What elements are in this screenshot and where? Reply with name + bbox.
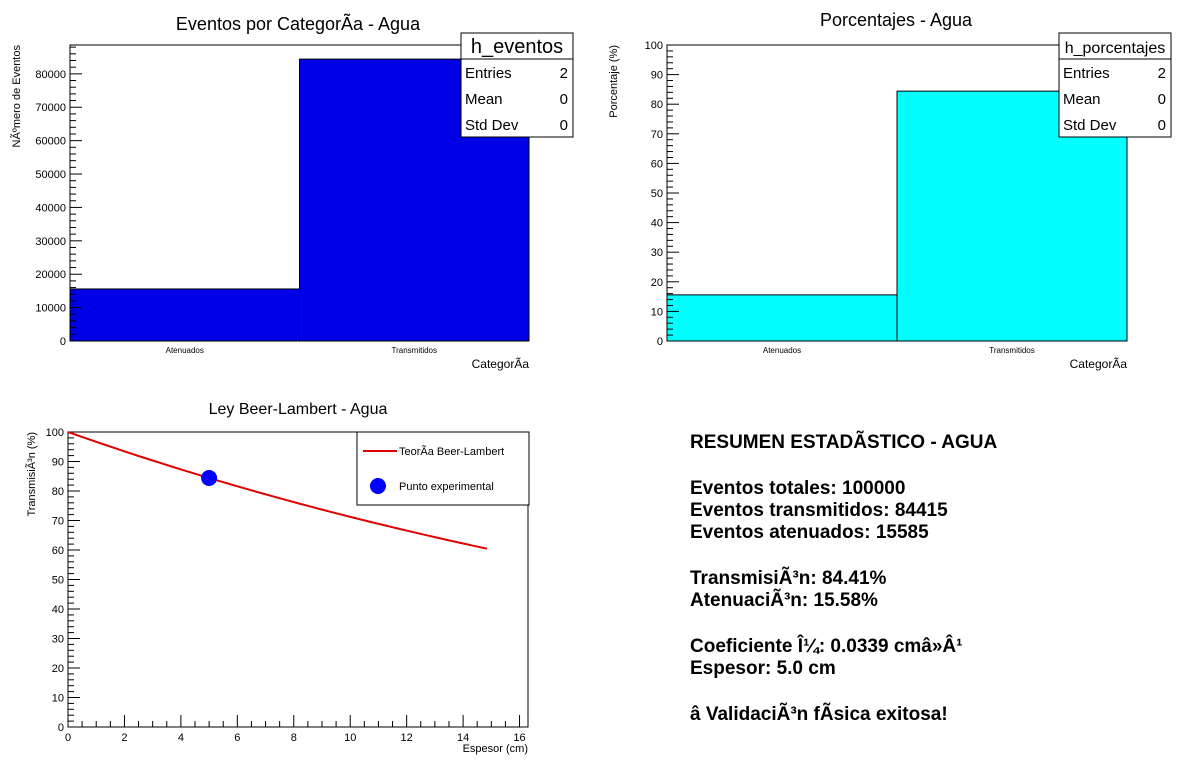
y-tick-label: 10 — [651, 306, 663, 318]
y-tick-label: 90 — [52, 457, 64, 469]
y-tick-label: 20000 — [35, 269, 66, 281]
stats-box — [1058, 32, 1172, 138]
x-category-label: Transmitidos — [392, 346, 438, 355]
y-tick-label: 50000 — [35, 169, 66, 181]
experimental-point — [201, 469, 218, 486]
legend-label-theory: TeorÃ­a Beer-Lambert — [399, 445, 504, 458]
y-tick-label: 50 — [52, 575, 64, 587]
summary-panel: RESUMEN ESTADÃSTICO - AGUA Eventos total… — [690, 432, 1170, 726]
y-tick-label: 80 — [52, 486, 64, 498]
summary-title: RESUMEN ESTADÃSTICO - AGUA — [690, 432, 998, 453]
stats-label: Entries — [465, 65, 512, 82]
stats-box — [460, 32, 574, 138]
y-axis-label: Porcentaje (%) — [608, 45, 620, 118]
y-tick-label: 30000 — [35, 236, 66, 248]
summary-transmission: TransmisiÃ³n: 84.41% — [690, 568, 887, 589]
y-tick-label: 40 — [52, 604, 64, 616]
x-axis-label: Espesor (cm) — [463, 743, 528, 755]
chart-title: Ley Beer-Lambert - Agua — [209, 401, 388, 418]
stats-label: Std Dev — [465, 117, 519, 134]
x-category-label: Transmitidos — [989, 346, 1035, 355]
y-tick-label: 0 — [60, 336, 66, 348]
legend-point-swatch — [370, 478, 386, 494]
y-tick-label: 10 — [52, 693, 64, 705]
chart-title: Porcentajes - Agua — [820, 10, 973, 30]
x-tick-label: 2 — [121, 732, 127, 744]
y-tick-label: 100 — [645, 40, 663, 52]
x-tick-label: 12 — [401, 732, 413, 744]
y-tick-label: 20 — [651, 277, 663, 289]
bar-atenuados — [666, 294, 898, 342]
stats-box-name: h_eventos — [471, 36, 563, 58]
y-tick-label: 90 — [651, 70, 663, 82]
summary-coefficient: Coeficiente Î¼: 0.0339 cmâ»Â¹ — [690, 636, 963, 657]
y-tick-label: 10000 — [35, 303, 66, 315]
y-tick-label: 70000 — [35, 102, 66, 114]
summary-transmitted-events: Eventos transmitidos: 84415 — [690, 500, 948, 521]
x-category-label: Atenuados — [763, 346, 801, 355]
stats-value: 0 — [1158, 117, 1166, 134]
x-tick-label: 0 — [65, 732, 71, 744]
legend-box — [356, 431, 530, 506]
y-tick-label: 70 — [651, 129, 663, 141]
y-tick-label: 40 — [651, 218, 663, 230]
y-axis-label: TransmisiÃ³n (%) — [25, 432, 38, 517]
x-tick-label: 16 — [513, 732, 525, 744]
y-tick-label: 60000 — [35, 136, 66, 148]
stats-box-name: h_porcentajes — [1065, 40, 1166, 57]
y-tick-label: 60 — [651, 158, 663, 170]
stats-label: Mean — [465, 91, 503, 108]
x-axis-label: CategorÃ­a — [472, 357, 530, 371]
stats-value: 0 — [1158, 91, 1166, 108]
stats-value: 2 — [1158, 65, 1166, 82]
x-tick-label: 14 — [457, 732, 469, 744]
stats-label: Entries — [1063, 65, 1110, 82]
y-tick-label: 80 — [651, 99, 663, 111]
x-tick-label: 10 — [344, 732, 356, 744]
x-category-label: Atenuados — [166, 346, 204, 355]
stats-label: Mean — [1063, 91, 1101, 108]
summary-validation: â ValidaciÃ³n fÃ­sica exitosa! — [690, 704, 948, 725]
y-tick-label: 20 — [52, 663, 64, 675]
chart-title: Eventos por CategorÃ­a - Agua — [176, 13, 421, 34]
summary-thickness: Espesor: 5.0 cm — [690, 658, 836, 679]
y-tick-label: 0 — [657, 336, 663, 348]
y-tick-label: 60 — [52, 545, 64, 557]
y-tick-label: 70 — [52, 516, 64, 528]
x-tick-label: 6 — [234, 732, 240, 744]
stats-value: 2 — [560, 65, 568, 82]
y-tick-label: 30 — [52, 634, 64, 646]
beer-lambert-line — [67, 431, 488, 550]
y-tick-label: 30 — [651, 247, 663, 259]
y-tick-label: 50 — [651, 188, 663, 200]
y-tick-label: 100 — [46, 427, 64, 439]
y-tick-label: 0 — [58, 722, 64, 734]
summary-attenuation: AtenuaciÃ³n: 15.58% — [690, 590, 878, 611]
y-tick-label: 80000 — [35, 69, 66, 81]
y-axis-label: NÃºmero de Eventos — [10, 45, 23, 148]
x-tick-label: 4 — [178, 732, 184, 744]
y-tick-label: 40000 — [35, 202, 66, 214]
legend-label-experimental: Punto experimental — [399, 481, 494, 493]
x-tick-label: 8 — [291, 732, 297, 744]
bar-atenuados — [69, 288, 300, 342]
stats-value: 0 — [560, 117, 568, 134]
summary-attenuated-events: Eventos atenuados: 15585 — [690, 522, 929, 543]
stats-label: Std Dev — [1063, 117, 1117, 134]
summary-total-events: Eventos totales: 100000 — [690, 478, 906, 499]
x-axis-label: CategorÃ­a — [1070, 357, 1128, 371]
stats-value: 0 — [560, 91, 568, 108]
